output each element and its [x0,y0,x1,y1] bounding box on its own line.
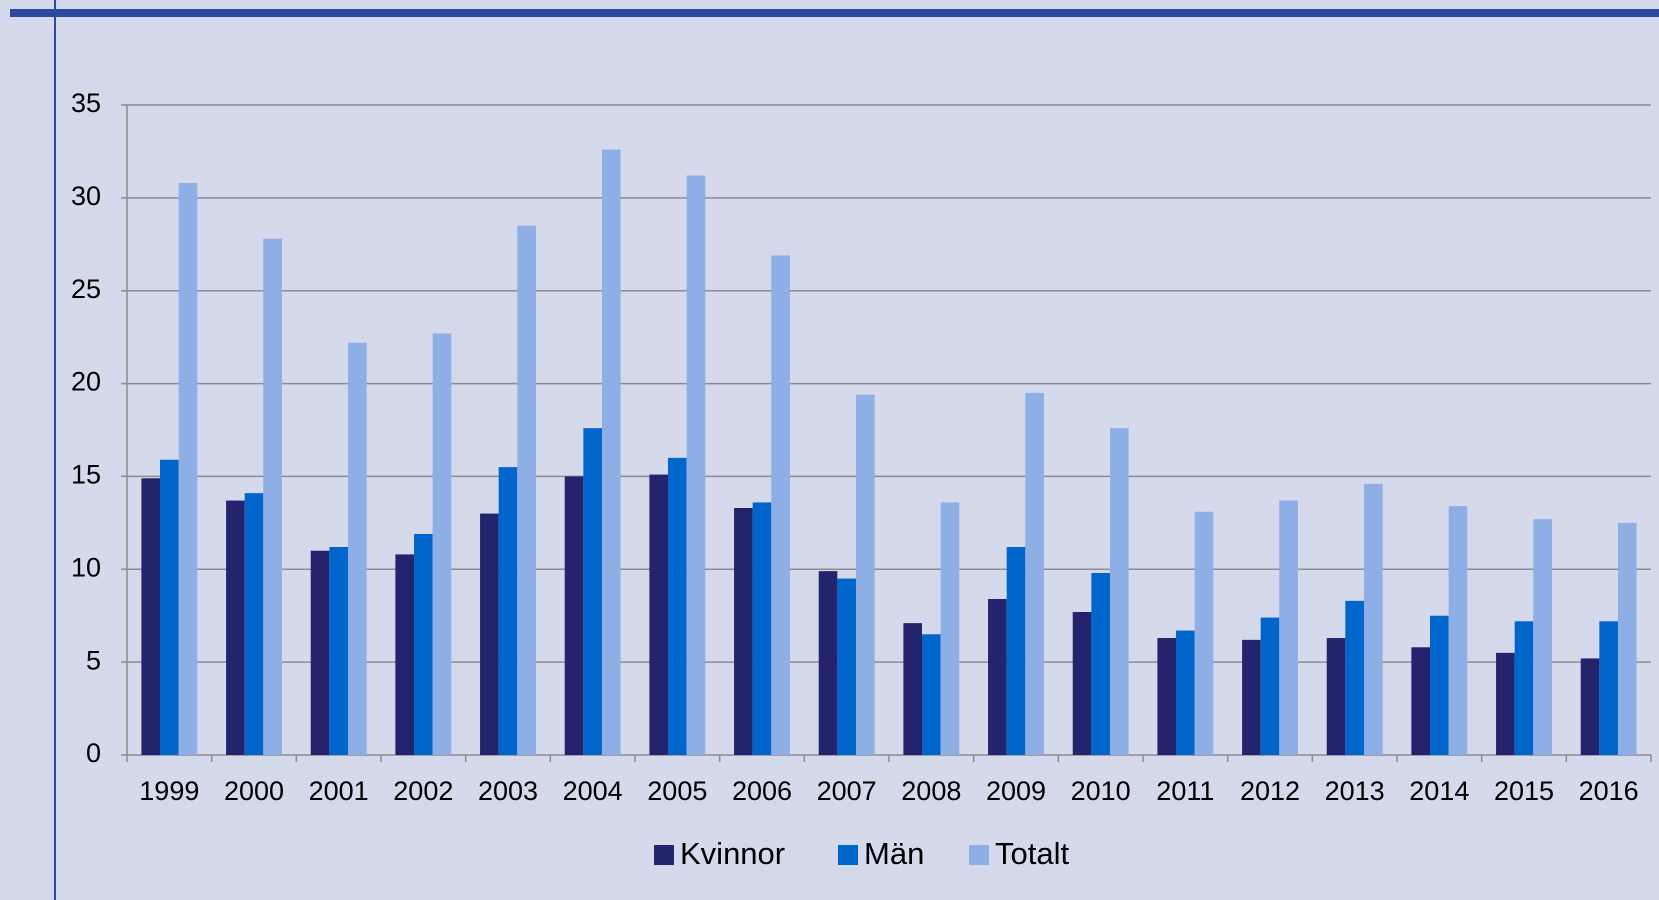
bar [903,623,923,755]
y-tick-label: 5 [86,645,101,675]
legend-label: Kvinnor [680,836,785,871]
bar [1580,658,1600,755]
x-tick-label: 2012 [1240,776,1300,806]
legend-swatch [969,845,989,865]
bar [837,578,856,755]
bar [988,599,1007,755]
bar [347,342,367,755]
x-tick-label: 2015 [1494,776,1554,806]
bar [1072,612,1092,755]
bar [329,547,348,755]
bar [178,183,198,755]
y-tick-label: 0 [86,738,101,768]
bar [1514,621,1534,755]
bar [1430,615,1449,755]
bar [1496,652,1515,755]
bar [1194,511,1214,755]
bar [752,502,772,755]
bar [1157,638,1177,755]
x-tick-label: 2004 [563,776,623,806]
bar [432,333,452,755]
x-tick-label: 2000 [224,776,284,806]
bar [686,175,706,756]
bar [1242,639,1261,755]
x-tick-label: 2006 [732,776,792,806]
bar [480,513,499,755]
bar [649,474,669,755]
x-tick-label: 2001 [309,776,369,806]
bar [1176,630,1195,755]
bar [1599,621,1618,755]
bar [583,428,602,755]
x-tick-label: 2011 [1156,776,1214,806]
bar [160,459,179,755]
x-tick-label: 1999 [139,776,199,806]
bar [244,493,264,755]
y-tick-label: 20 [71,367,101,397]
bar [141,478,161,755]
bar [922,634,941,755]
legend-swatch [654,845,674,865]
x-tick-label: 2013 [1325,776,1385,806]
x-tick-label: 2009 [986,776,1046,806]
bar [855,394,875,755]
bar [263,238,282,755]
y-tick-label: 15 [71,460,101,490]
x-tick-label: 2016 [1579,776,1639,806]
bar [226,500,245,755]
y-tick-label: 10 [71,552,101,582]
bar [1345,600,1364,755]
bar [1533,519,1552,755]
bar [1260,617,1280,755]
x-tick-label: 2002 [393,776,453,806]
bar [1109,428,1129,755]
y-tick-label: 35 [71,88,101,118]
bar [601,149,621,756]
bar [734,508,753,755]
legend-label: Män [864,836,924,871]
legend-label: Totalt [995,836,1069,871]
y-tick-label: 25 [71,274,101,304]
x-tick-label: 2008 [901,776,961,806]
bar [1091,573,1110,755]
bar [1025,392,1044,755]
bar [1279,500,1298,755]
x-tick-label: 2005 [647,776,707,806]
bar [564,476,584,755]
x-tick-label: 2007 [817,776,877,806]
bar [395,554,415,755]
bar [818,571,838,755]
bar [1448,506,1468,755]
x-tick-label: 2010 [1071,776,1131,806]
bar [414,534,433,755]
bar [1326,638,1346,755]
bar [1006,547,1026,755]
bar [668,457,687,755]
bar [940,502,960,755]
bar [517,225,536,755]
x-tick-label: 2014 [1409,776,1469,806]
bar [771,255,790,755]
bar [498,467,518,755]
bar [1617,522,1637,755]
bar [1363,483,1383,755]
x-tick-label: 2003 [478,776,538,806]
bar [310,550,330,755]
bar [1411,647,1431,755]
legend-swatch [838,845,858,865]
y-tick-label: 30 [71,181,101,211]
